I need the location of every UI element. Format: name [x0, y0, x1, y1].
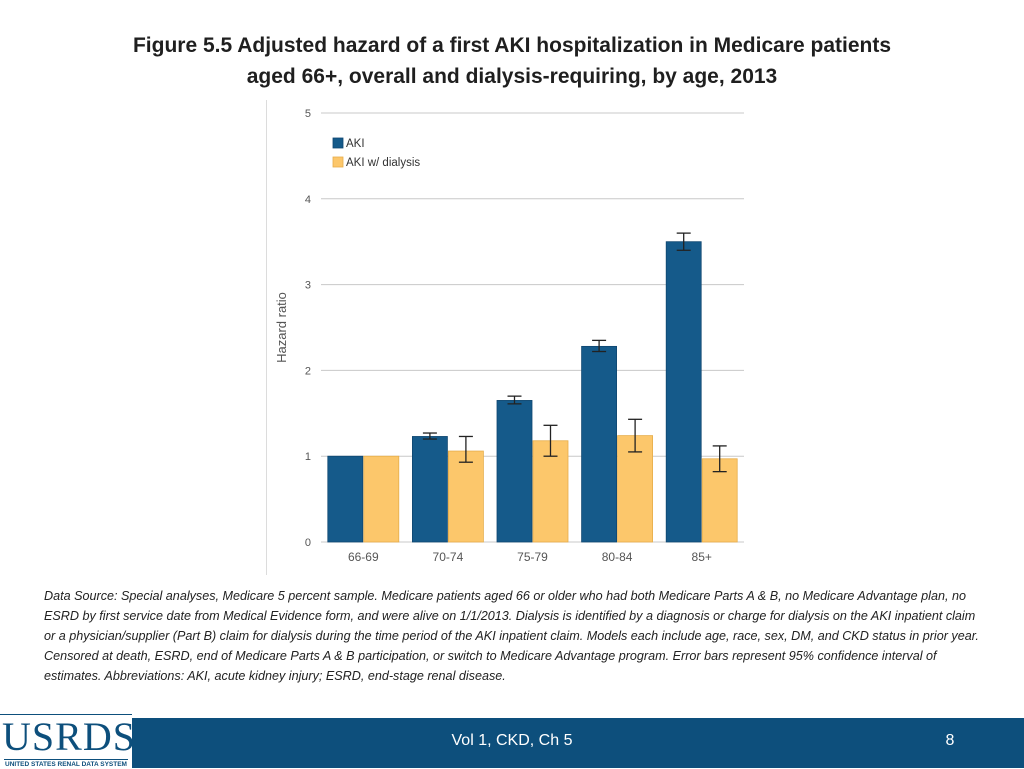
usrds-logo-tagline: UNITED STATES RENAL DATA SYSTEM	[5, 761, 127, 768]
x-tick-label: 80-84	[602, 550, 633, 564]
bar-aki-dialysis-66-69	[363, 455, 400, 543]
bar-aki-66-69	[327, 455, 364, 543]
hazard-ratio-bar-chart: 0 1 2 3 4 5 Hazard ratio 66-69 70-74 75-79 80-84 85…	[274, 108, 744, 564]
bar-aki-dialysis-80-84	[617, 435, 654, 543]
footer-bar	[0, 718, 1024, 768]
usrds-logo-rule	[4, 759, 128, 760]
slide-title-line-2: aged 66+, overall and dialysis-requiring…	[246, 65, 778, 88]
y-tick-label: 1	[305, 451, 311, 463]
y-tick-label: 0	[305, 537, 311, 549]
bar-aki-70-74	[411, 436, 448, 543]
bar-aki-75-79	[496, 400, 533, 543]
x-tick-label: 85+	[692, 550, 712, 564]
slide-title-line-1: Figure 5.5 Adjusted hazard of a first AK…	[132, 34, 892, 57]
x-tick-label: 66-69	[348, 550, 379, 564]
y-tick-label: 5	[305, 108, 311, 120]
page-number: 8	[945, 732, 955, 749]
usrds-logo: USRDS UNITED STATES RENAL DATA SYSTEM	[0, 714, 136, 769]
bar-aki-85+	[665, 241, 702, 543]
legend-label-aki-dialysis: AKI w/ dialysis	[346, 157, 420, 169]
legend-swatch-aki	[332, 137, 344, 149]
y-tick-label: 3	[305, 280, 311, 292]
x-tick-label: 75-79	[517, 550, 548, 564]
legend-swatch-aki-dialysis	[332, 156, 344, 168]
legend-label-aki: AKI	[346, 138, 365, 150]
bar-aki-dialysis-85+	[701, 458, 738, 543]
bar-aki-dialysis-75-79	[532, 440, 569, 543]
slide-title: Figure 5.5 Adjusted hazard of a first AK…	[40, 30, 984, 92]
bar-aki-dialysis-70-74	[447, 450, 484, 543]
usrds-logo-text: USRDS	[2, 714, 136, 759]
x-tick-label: 70-74	[433, 550, 464, 564]
footer-section-label: Vol 1, CKD, Ch 5	[451, 732, 573, 749]
y-tick-label: 4	[305, 194, 311, 206]
bar-aki-80-84	[581, 345, 618, 543]
data-source-note: Data Source: Special analyses, Medicare …	[44, 589, 979, 683]
y-tick-label: 2	[305, 365, 311, 377]
y-axis-label: Hazard ratio	[274, 292, 289, 363]
